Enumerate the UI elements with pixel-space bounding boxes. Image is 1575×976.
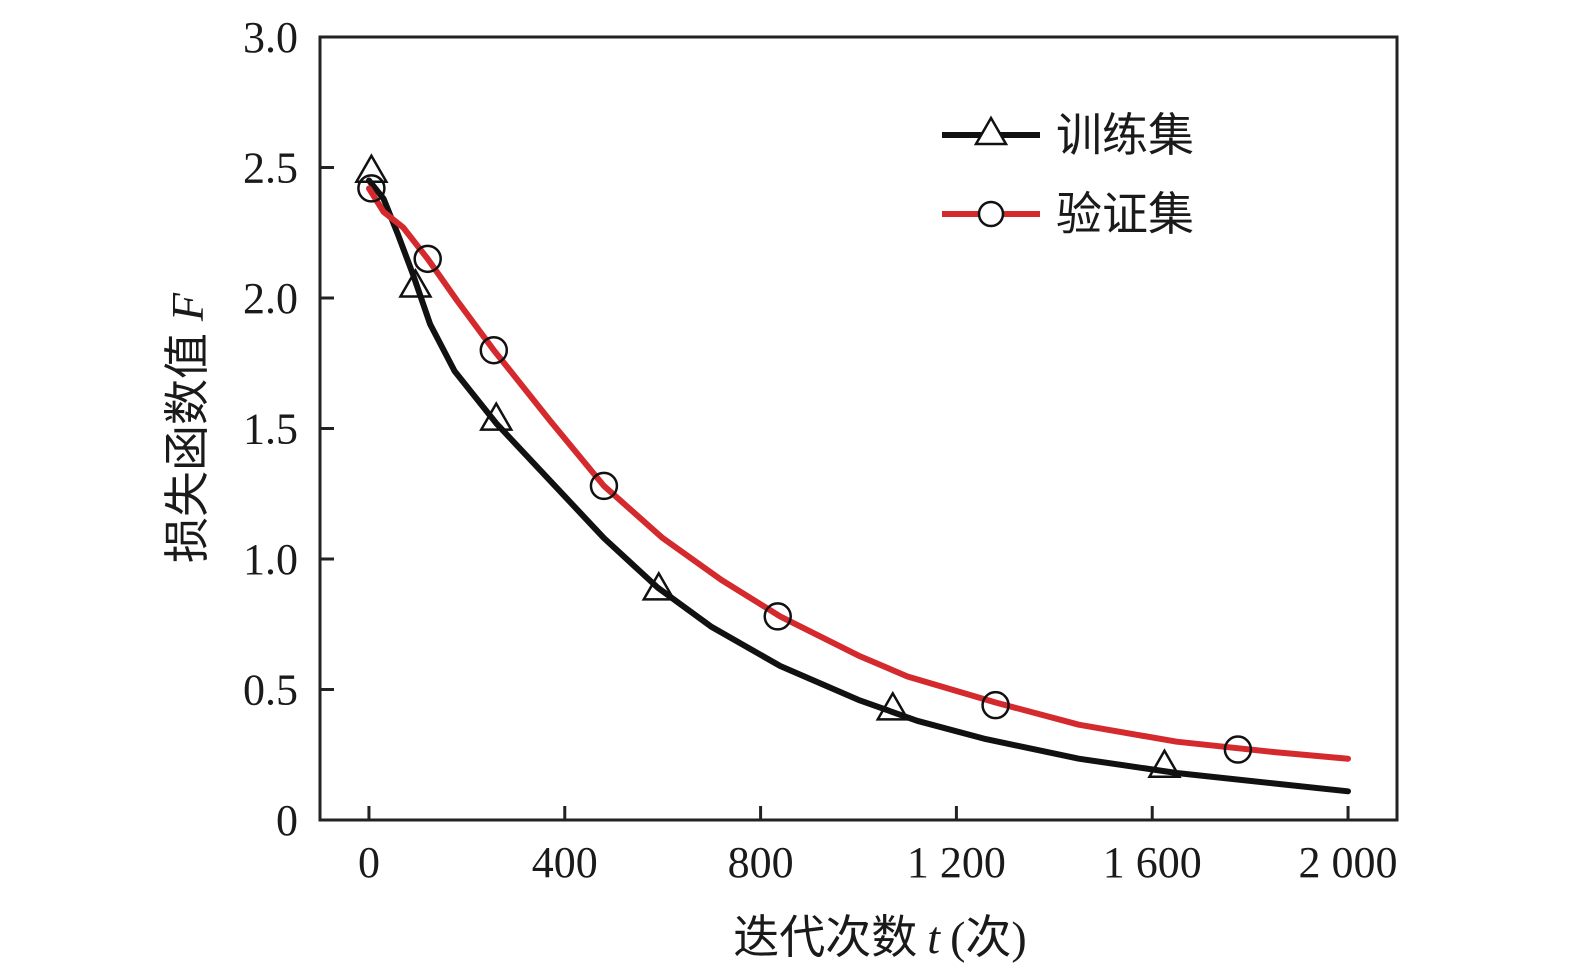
- y-tick-label: 1.5: [243, 405, 298, 454]
- data-point-train: [479, 401, 514, 431]
- series-train: [354, 153, 1351, 795]
- data-point-train: [641, 570, 676, 601]
- data-point-validation: [589, 471, 619, 501]
- data-point-validation: [981, 690, 1010, 720]
- x-axis-ticks: 0 400 800 1 200 1 600 2 000: [358, 806, 1398, 887]
- x-axis-unit: (次): [950, 912, 1027, 963]
- legend-item-train: 训练集: [942, 108, 1194, 162]
- y-tick-label: 2.5: [243, 144, 298, 193]
- x-tick-label: 1 200: [907, 838, 1006, 887]
- x-tick-label: 0: [358, 838, 380, 887]
- data-point-train: [354, 153, 389, 183]
- data-point-validation: [1223, 735, 1253, 764]
- data-point-train: [398, 268, 433, 298]
- y-tick-label: 3.0: [243, 13, 298, 62]
- legend-label-train: 训练集: [1056, 108, 1194, 162]
- x-tick-label: 2 000: [1299, 838, 1398, 887]
- series-layer: [354, 153, 1351, 795]
- x-tick-label: 800: [728, 838, 794, 887]
- data-point-validation: [763, 602, 792, 631]
- y-tick-label: 1.0: [243, 535, 298, 584]
- y-axis-ticks: 0 0.5 1.0 1.5 2.0 2.5 3.0: [243, 13, 334, 845]
- legend-triangle-icon: [973, 115, 1009, 146]
- data-point-train: [875, 690, 910, 721]
- y-tick-label: 2.0: [243, 274, 298, 323]
- series-validation: [357, 174, 1351, 764]
- legend: 训练集 验证集: [942, 108, 1194, 241]
- x-axis-label: 迭代次数: [733, 910, 917, 964]
- data-point-validation: [357, 174, 386, 203]
- y-axis-variable: F: [162, 292, 213, 322]
- y-axis-label: 损失函数值: [160, 333, 214, 563]
- y-axis-title: 损失函数值 F: [160, 292, 214, 563]
- y-tick-label: 0.5: [243, 666, 298, 715]
- x-tick-label: 400: [532, 838, 598, 887]
- legend-circle-icon: [977, 200, 1005, 228]
- y-tick-label: 0: [276, 796, 298, 845]
- series-line-train: [366, 177, 1351, 795]
- data-point-validation: [413, 244, 442, 274]
- legend-label-validation: 验证集: [1056, 187, 1194, 241]
- legend-item-validation: 验证集: [942, 187, 1194, 241]
- data-point-validation: [479, 335, 509, 365]
- x-axis-title: 迭代次数 t (次): [733, 910, 1026, 964]
- x-tick-label: 1 600: [1103, 838, 1202, 887]
- data-point-train: [1147, 748, 1182, 779]
- x-axis-variable: t: [927, 912, 941, 963]
- series-line-validation: [366, 185, 1351, 762]
